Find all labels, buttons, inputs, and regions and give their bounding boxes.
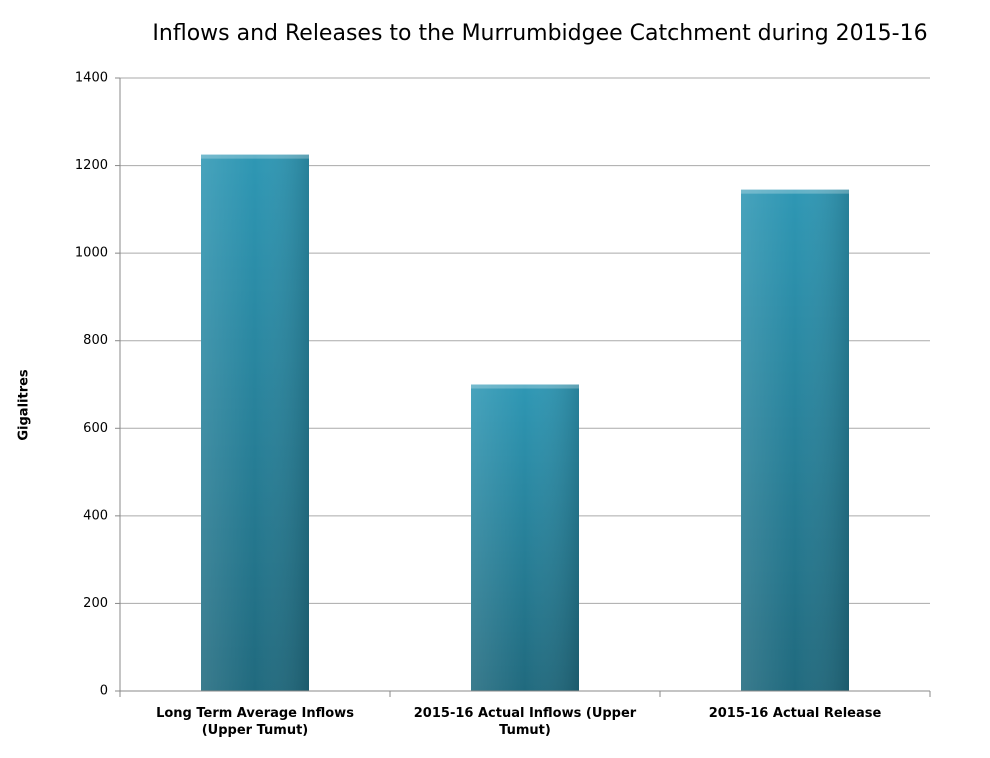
bar-cap <box>471 384 579 389</box>
bar <box>741 189 849 691</box>
bar-cap <box>201 154 309 159</box>
bar <box>471 384 579 691</box>
bar <box>201 154 309 691</box>
y-axis-label: Gigalitres <box>17 369 32 441</box>
y-tick-label: 600 <box>83 421 108 436</box>
y-tick-label: 1400 <box>75 71 108 86</box>
x-tick-label: Long Term Average Inflows (Upper Tumut) <box>156 706 354 738</box>
y-tick-label: 800 <box>83 333 108 348</box>
y-tick-label: 1200 <box>75 158 108 173</box>
bar-cap <box>741 189 849 194</box>
y-tick-label: 1000 <box>75 246 108 261</box>
chart-title: Inflows and Releases to the Murrumbidgee… <box>152 21 927 46</box>
y-tick-label: 200 <box>83 596 108 611</box>
y-tick-label: 400 <box>83 508 108 523</box>
x-tick-label: 2015-16 Actual Release <box>708 706 882 721</box>
x-tick-label: 2015-16 Actual Inflows (Upper Tumut) <box>413 706 637 738</box>
y-tick-label: 0 <box>100 684 108 699</box>
